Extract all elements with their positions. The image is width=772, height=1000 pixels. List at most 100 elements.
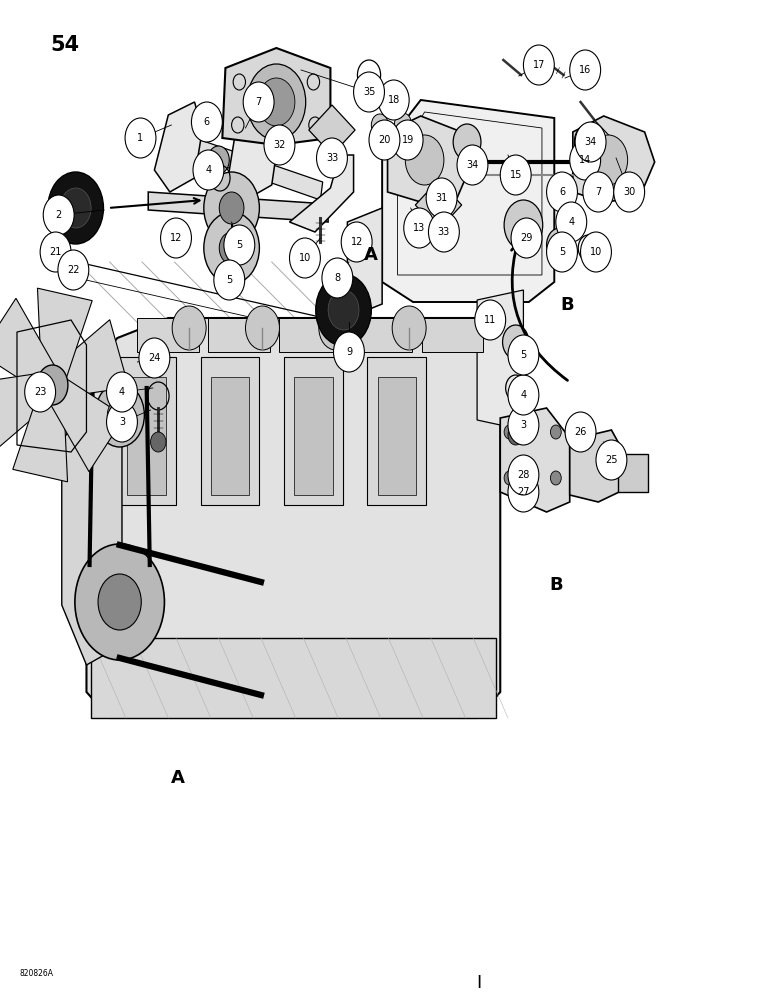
Text: I: I: [476, 974, 481, 992]
Text: 10: 10: [590, 247, 602, 257]
Text: 34: 34: [584, 137, 597, 147]
Text: 4: 4: [205, 165, 212, 175]
Circle shape: [570, 140, 601, 180]
Circle shape: [508, 335, 539, 375]
Text: 17: 17: [533, 60, 545, 70]
Circle shape: [426, 178, 457, 218]
Bar: [294, 377, 333, 495]
Text: A: A: [364, 246, 378, 264]
Circle shape: [504, 471, 515, 485]
Circle shape: [583, 172, 614, 212]
Text: 7: 7: [595, 187, 601, 197]
Circle shape: [504, 425, 515, 439]
Polygon shape: [570, 430, 627, 502]
Bar: [378, 377, 416, 495]
Circle shape: [550, 175, 571, 201]
Text: 8: 8: [334, 273, 340, 283]
Text: 33: 33: [438, 227, 450, 237]
Text: 28: 28: [517, 470, 530, 480]
Text: 15: 15: [510, 170, 522, 180]
Circle shape: [107, 399, 132, 431]
Circle shape: [547, 232, 577, 272]
Bar: [127, 377, 166, 495]
Polygon shape: [0, 372, 56, 450]
Circle shape: [405, 135, 444, 185]
Polygon shape: [228, 105, 279, 200]
Circle shape: [316, 274, 371, 346]
Circle shape: [43, 195, 74, 235]
Polygon shape: [347, 208, 382, 318]
Text: 12: 12: [350, 237, 363, 247]
Circle shape: [589, 135, 628, 185]
Text: 19: 19: [401, 135, 414, 145]
Text: 54: 54: [50, 35, 80, 55]
Text: 30: 30: [623, 187, 635, 197]
Circle shape: [392, 306, 426, 350]
Circle shape: [581, 232, 611, 272]
Circle shape: [214, 260, 245, 300]
Polygon shape: [148, 192, 328, 222]
Circle shape: [25, 372, 56, 412]
Circle shape: [193, 150, 224, 190]
Bar: [422, 318, 483, 352]
Bar: [117, 357, 176, 505]
Text: 18: 18: [388, 95, 400, 105]
Text: 5: 5: [236, 240, 242, 250]
Circle shape: [107, 402, 137, 442]
Bar: [367, 357, 426, 505]
Circle shape: [264, 125, 295, 165]
Polygon shape: [62, 402, 122, 665]
Text: 24: 24: [148, 353, 161, 363]
Circle shape: [204, 172, 259, 244]
Circle shape: [245, 306, 279, 350]
Circle shape: [172, 306, 206, 350]
Text: 3: 3: [520, 420, 527, 430]
Text: 35: 35: [363, 87, 375, 97]
Circle shape: [48, 172, 103, 244]
Circle shape: [504, 200, 543, 250]
Text: 25: 25: [605, 455, 618, 465]
Circle shape: [556, 202, 587, 242]
Text: 3: 3: [119, 417, 125, 427]
Circle shape: [508, 375, 539, 415]
Text: 12: 12: [170, 233, 182, 243]
Text: 1: 1: [137, 133, 144, 143]
Circle shape: [341, 222, 372, 262]
Polygon shape: [86, 318, 500, 718]
Text: 34: 34: [466, 160, 479, 170]
Circle shape: [322, 258, 353, 298]
Circle shape: [290, 238, 320, 278]
Circle shape: [258, 78, 295, 126]
Circle shape: [191, 102, 222, 142]
Circle shape: [75, 544, 164, 660]
Circle shape: [58, 250, 89, 290]
Circle shape: [500, 155, 531, 195]
Circle shape: [511, 218, 542, 258]
Circle shape: [95, 383, 144, 447]
Polygon shape: [477, 290, 523, 430]
Circle shape: [574, 124, 602, 160]
Circle shape: [243, 82, 274, 122]
Circle shape: [547, 228, 573, 262]
Text: 6: 6: [204, 117, 210, 127]
Circle shape: [508, 472, 539, 512]
Circle shape: [523, 45, 554, 85]
Text: 4: 4: [568, 217, 574, 227]
Bar: [618, 454, 648, 492]
Circle shape: [37, 365, 68, 405]
Circle shape: [208, 146, 229, 174]
Circle shape: [453, 124, 481, 160]
Circle shape: [40, 232, 71, 272]
Text: 6: 6: [559, 187, 565, 197]
Circle shape: [319, 306, 353, 350]
Polygon shape: [49, 320, 129, 398]
Text: 14: 14: [579, 155, 591, 165]
Circle shape: [151, 432, 166, 452]
Circle shape: [508, 405, 539, 445]
Polygon shape: [309, 105, 355, 155]
Circle shape: [392, 120, 423, 160]
Circle shape: [371, 114, 388, 136]
Circle shape: [550, 471, 561, 485]
Text: 31: 31: [435, 193, 448, 203]
Circle shape: [219, 232, 244, 264]
